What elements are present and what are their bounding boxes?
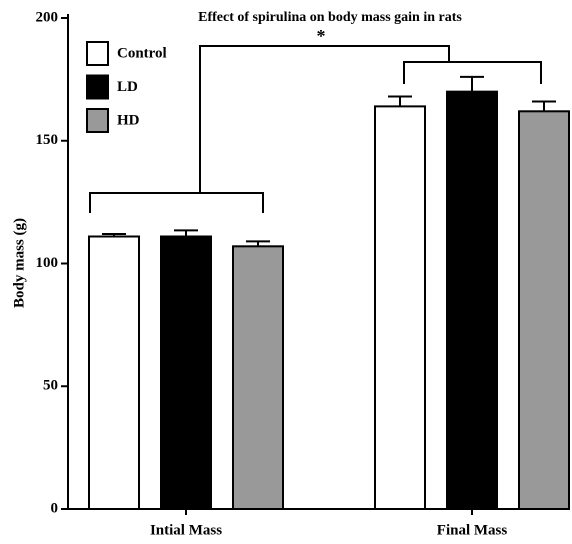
bar — [232, 245, 284, 510]
legend-label: LD — [117, 79, 138, 95]
bracket — [403, 61, 542, 84]
y-tick-label: 200 — [36, 9, 59, 25]
chart-title: Effect of spirulina on body mass gain in… — [198, 10, 462, 25]
legend-swatch — [86, 108, 109, 133]
bar — [518, 110, 570, 510]
y-tick-label: 150 — [36, 132, 59, 148]
bar — [374, 105, 426, 510]
y-tick-label: 100 — [36, 255, 59, 271]
legend-label: Control — [117, 45, 167, 61]
legend-swatch — [86, 41, 109, 66]
significance-mark: * — [317, 26, 326, 46]
significance-brackets — [89, 45, 542, 213]
y-axis-label: Body mass (g) — [11, 218, 27, 308]
x-tick-label: Final Mass — [437, 522, 508, 538]
y-tick-label: 50 — [43, 378, 58, 394]
y-tick-label: 0 — [51, 500, 59, 516]
bar — [446, 90, 498, 511]
bar — [160, 235, 212, 510]
bracket — [199, 45, 450, 193]
legend-swatch — [86, 74, 109, 100]
bar — [88, 235, 140, 510]
bracket — [89, 192, 264, 213]
x-tick-label: Intial Mass — [150, 522, 222, 538]
legend-label: HD — [117, 112, 140, 128]
